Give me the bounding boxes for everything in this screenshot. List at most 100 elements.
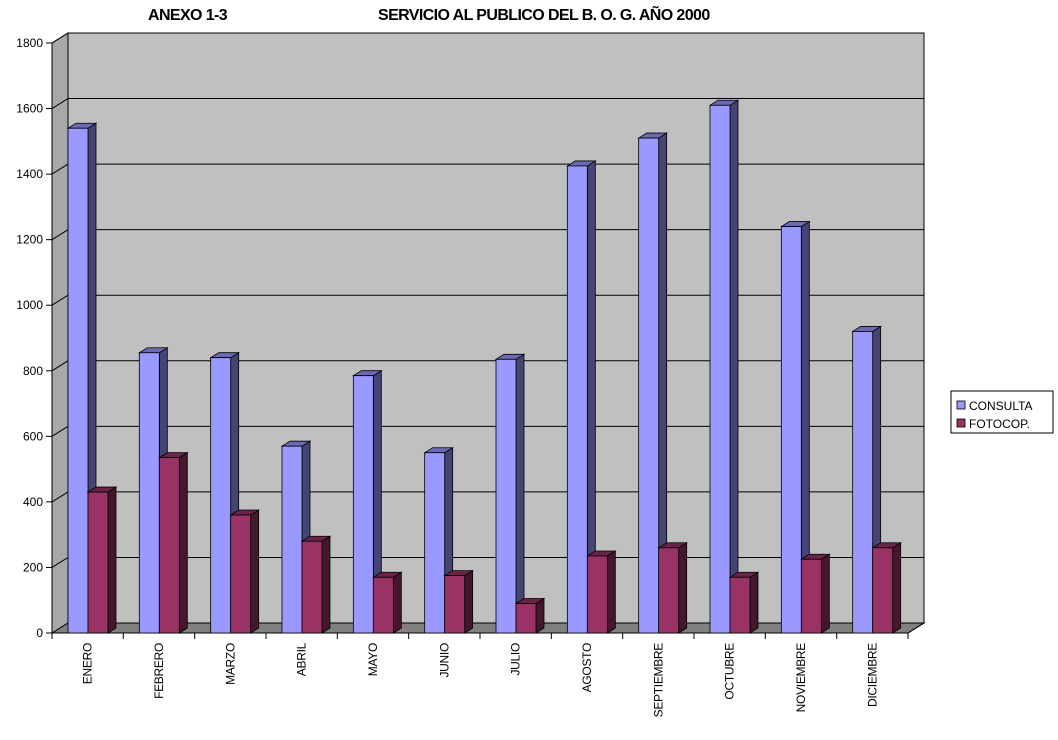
- bar-front: [658, 547, 680, 634]
- bar-consulta-julio: [494, 353, 526, 634]
- x-tick-labels: ENERO FEBRERO MARZO ABRIL MAYO JUNIO JULIO AGOS…: [81, 642, 880, 717]
- bar-side: [250, 509, 260, 634]
- bar-fotocop-diciembre: [871, 542, 903, 634]
- bar-front: [709, 104, 731, 634]
- x-tick-label: ENERO: [81, 643, 95, 684]
- y-tick-label: 1200: [16, 233, 43, 247]
- floor-edge: [907, 622, 925, 634]
- x-tick-label: OCTUBRE: [723, 643, 737, 700]
- bar-front: [138, 352, 160, 634]
- bar-fotocop-febrero: [157, 451, 189, 634]
- bar-front: [638, 137, 660, 634]
- bar-side: [321, 535, 331, 634]
- bar-front: [352, 375, 374, 634]
- bar-consulta-octubre: [708, 99, 740, 634]
- bar-front: [852, 331, 874, 634]
- bar-side: [606, 550, 616, 634]
- x-tick-label: SEPTIEMBRE: [651, 643, 665, 718]
- x-tick-label: DICIEMBRE: [865, 643, 879, 707]
- bar-front: [281, 445, 303, 634]
- bar-side: [892, 542, 902, 634]
- bar-front: [800, 558, 822, 634]
- x-tick-label: FEBRERO: [152, 643, 166, 699]
- chart-title: SERVICIO AL PUBLICO DEL B. O. G. AÑO 200…: [378, 4, 710, 24]
- gridline-side: [51, 294, 69, 306]
- bar-fotocop-abril: [300, 535, 332, 634]
- legend-box: [950, 390, 1054, 434]
- bar-side: [515, 353, 525, 634]
- y-tick-label: 1000: [16, 298, 43, 312]
- bar-front: [230, 514, 252, 634]
- bar-consulta-mayo: [351, 369, 383, 634]
- bar-front: [495, 358, 517, 634]
- bar-front: [566, 165, 588, 634]
- bars: [66, 99, 903, 634]
- bar-consulta-agosto: [565, 160, 597, 634]
- bar-front: [586, 555, 608, 634]
- bar-front: [780, 226, 802, 634]
- bar-front: [67, 127, 89, 634]
- bar-front: [515, 603, 537, 634]
- y-tick-label: 600: [23, 429, 43, 443]
- legend: CONSULTA FOTOCOP.: [950, 390, 1054, 434]
- legend-label-fotocop: FOTOCOP.: [969, 417, 1030, 431]
- bar-side: [749, 571, 759, 634]
- bar-fotocop-enero: [86, 486, 118, 634]
- x-tick-label: MAYO: [366, 643, 380, 676]
- x-tick-label: JUNIO: [437, 643, 451, 678]
- chart-subtitle: ANEXO 1-3: [148, 7, 228, 24]
- bar-side: [107, 486, 117, 634]
- bar-side: [820, 553, 830, 634]
- bar-side: [464, 569, 474, 634]
- y-tick-label: 1600: [16, 102, 43, 116]
- bar-consulta-diciembre: [851, 325, 883, 634]
- y-tick-label: 200: [23, 560, 43, 574]
- plot-side-wall: [51, 32, 69, 634]
- y-tick-label: 1800: [16, 36, 43, 50]
- x-tick-label: MARZO: [223, 643, 237, 685]
- legend-swatch-consulta: [956, 400, 966, 410]
- legend-label-consulta: CONSULTA: [969, 399, 1033, 413]
- bar-fotocop-junio: [443, 569, 475, 634]
- gridline-side: [51, 229, 69, 241]
- bar-front: [87, 491, 109, 634]
- bar-front: [158, 457, 180, 634]
- gridline-side: [51, 32, 69, 44]
- gridline-side: [51, 425, 69, 437]
- bar-fotocop-agosto: [585, 550, 617, 634]
- legend-swatch-fotocop: [956, 418, 966, 428]
- bar-fotocop-octubre: [728, 571, 760, 634]
- bar-fotocop-noviembre: [799, 553, 831, 634]
- bar-front: [444, 575, 466, 634]
- gridline-side: [51, 98, 69, 109]
- bar-front: [424, 452, 446, 634]
- y-tick-label: 1400: [16, 167, 43, 181]
- y-tick-label: 0: [36, 626, 43, 640]
- y-tick-label: 400: [23, 495, 43, 509]
- bar-side: [178, 451, 188, 634]
- bar-fotocop-mayo: [371, 571, 403, 634]
- gridline-side: [51, 360, 69, 372]
- bar-side: [392, 571, 402, 634]
- gridline-side: [51, 163, 69, 175]
- bar-fotocop-septiembre: [657, 542, 689, 634]
- x-tick-label: AGOSTO: [580, 643, 594, 692]
- x-tick-label: ABRIL: [295, 642, 309, 676]
- bar-side: [729, 99, 739, 634]
- bar-side: [678, 542, 688, 634]
- bar-consulta-noviembre: [779, 220, 811, 634]
- gridline-side: [51, 557, 69, 568]
- bar-front: [210, 357, 232, 634]
- y-tick-label: 800: [23, 364, 43, 378]
- bar-front: [301, 540, 323, 634]
- x-tick-label: JULIO: [509, 643, 523, 676]
- bar-fotocop-julio: [514, 597, 546, 634]
- bar-fotocop-marzo: [229, 509, 261, 634]
- gridline-side: [51, 491, 69, 503]
- x-tick-label: NOVIEMBRE: [794, 643, 808, 713]
- bar-side: [535, 597, 545, 634]
- axes: [46, 42, 925, 639]
- y-tick-labels: 0 200 400 600 800 1000 1200 1400 1600 1800: [16, 36, 43, 640]
- bar-front: [372, 576, 394, 634]
